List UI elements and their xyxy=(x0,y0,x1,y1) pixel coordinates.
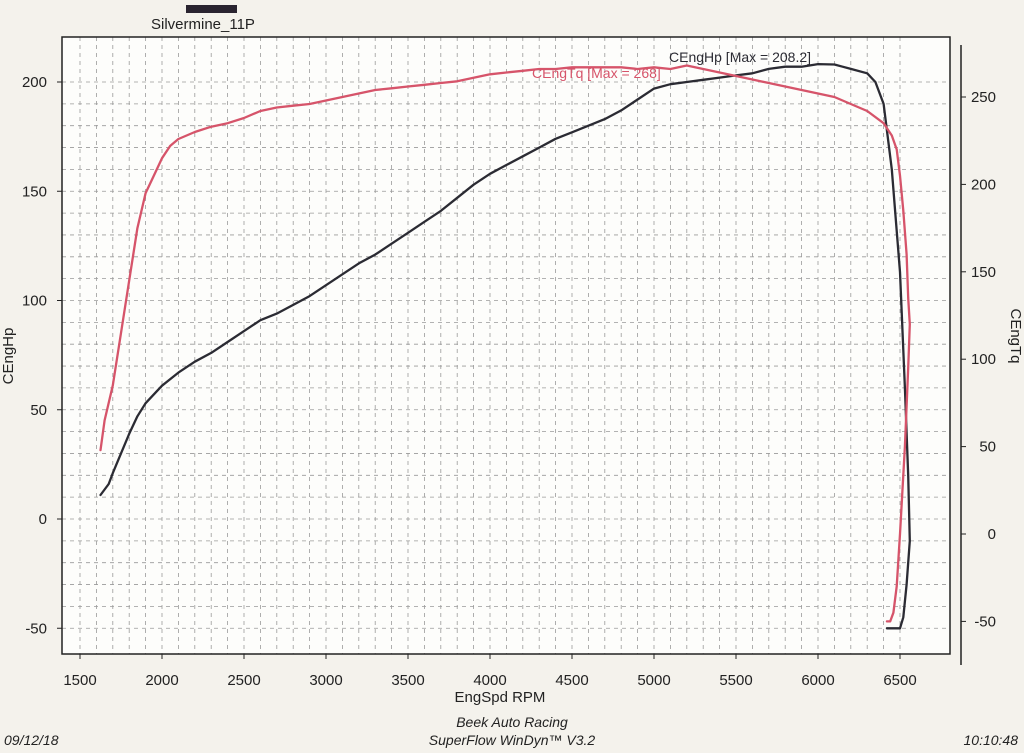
legend-color-swatch xyxy=(186,5,237,13)
y-right-tick-label: 0 xyxy=(988,526,996,543)
y-right-tick-label: -50 xyxy=(974,613,996,630)
series-lines xyxy=(99,62,911,630)
y-right-axis-ticks: -50 0 50 100 150 200 250 xyxy=(961,89,996,630)
x-tick-label: 4500 xyxy=(555,672,588,689)
footer-company: Beek Auto Racing xyxy=(456,714,568,730)
x-tick-label: 4000 xyxy=(473,672,506,689)
x-tick-label: 6000 xyxy=(801,672,834,689)
grid-lines xyxy=(62,37,950,654)
plot-border xyxy=(61,36,951,655)
y-right-tick-label: 150 xyxy=(971,264,996,281)
y-left-tick-label: 150 xyxy=(22,183,47,200)
y-left-axis-label: CEngHp xyxy=(0,328,17,385)
y-right-tick-label: 50 xyxy=(979,439,996,456)
footer-time: 10:10:48 xyxy=(963,732,1019,748)
x-tick-label: 2500 xyxy=(227,672,260,689)
tq-series-line xyxy=(99,64,911,623)
footer-software: SuperFlow WinDyn™ V3.2 xyxy=(428,732,596,748)
y-right-tick-label: 250 xyxy=(971,89,996,106)
x-tick-label: 2000 xyxy=(145,672,178,689)
hp-series-line xyxy=(99,62,911,630)
x-tick-label: 6500 xyxy=(883,672,916,689)
x-tick-label: 5500 xyxy=(719,672,752,689)
y-right-axis-label: CEngTq xyxy=(1007,308,1024,363)
y-left-tick-label: 0 xyxy=(39,511,47,528)
y-left-tick-label: 50 xyxy=(30,402,47,419)
y-right-tick-label: 200 xyxy=(971,176,996,193)
x-axis-label: EngSpd RPM xyxy=(455,689,546,706)
legend-run-name: Silvermine_11P xyxy=(151,16,255,33)
y-right-tick-label: 100 xyxy=(971,351,996,368)
x-tick-label: 5000 xyxy=(637,672,670,689)
footer-date: 09/12/18 xyxy=(4,732,59,748)
plot-area xyxy=(62,37,950,654)
x-axis-ticks: 1500 2000 2500 3000 3500 4000 4500 5000 5500 6000… xyxy=(63,654,917,689)
y-left-tick-label: 100 xyxy=(22,293,47,310)
hp-max-annotation: CEngHp [Max = 208.2] xyxy=(669,49,811,65)
y-left-tick-label: -50 xyxy=(25,620,47,637)
x-tick-label: 3000 xyxy=(309,672,342,689)
x-tick-label: 1500 xyxy=(63,672,96,689)
y-left-axis-ticks: -50 0 50 100 150 200 xyxy=(22,74,62,637)
tq-max-annotation: CEngTq [Max = 268] xyxy=(532,65,661,81)
x-tick-label: 3500 xyxy=(391,672,424,689)
y-left-tick-label: 200 xyxy=(22,74,47,91)
